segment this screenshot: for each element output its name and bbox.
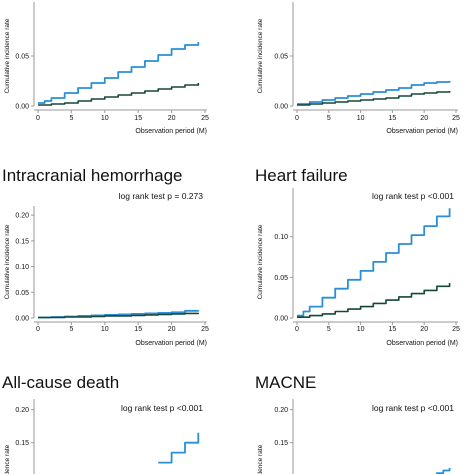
x-tick-label: 25 xyxy=(452,326,460,333)
x-tick-label: 15 xyxy=(134,115,142,122)
x-tick-label: 20 xyxy=(168,115,176,122)
y-tick-label: 0.00 xyxy=(274,316,288,323)
y-tick-label: 0.10 xyxy=(274,234,288,241)
chart-panel-bottom-right: MACNE log rank test p <0.001 0.15 0.20 incid… xyxy=(255,373,454,474)
logrank-annotation: log rank test p <0.001 xyxy=(372,191,454,201)
series-line-b xyxy=(297,91,451,106)
series-line-b xyxy=(38,312,200,319)
logrank-annotation: log rank test p <0.001 xyxy=(372,403,454,413)
logrank-annotation: log rank test p <0.001 xyxy=(121,403,203,413)
x-tick-label: 20 xyxy=(420,326,428,333)
y-axis-label: incidence rate xyxy=(257,444,264,474)
series-line-a xyxy=(436,467,451,474)
y-tick-label: 0.15 xyxy=(274,440,288,447)
y-tick-label: 0.05 xyxy=(274,54,288,61)
series-line-a xyxy=(38,42,200,104)
y-tick-label: 0.10 xyxy=(15,264,29,271)
x-tick-label: 15 xyxy=(134,326,142,333)
x-axis-label: Observation period (M) xyxy=(135,340,207,347)
chart-panel-top-left: 0.00 0.05 0 5 10 15 20 25 Observation period (M)… xyxy=(4,2,209,135)
x-tick-label: 0 xyxy=(295,115,299,122)
series-line-b xyxy=(38,83,200,106)
x-tick-label: 0 xyxy=(36,115,40,122)
x-tick-label: 15 xyxy=(389,115,397,122)
x-tick-label: 10 xyxy=(101,326,109,333)
y-tick-label: 0.00 xyxy=(274,104,288,111)
y-tick-label: 0.20 xyxy=(15,407,29,414)
x-tick-label: 25 xyxy=(201,115,209,122)
x-tick-label: 25 xyxy=(452,115,460,122)
chart-panel-middle-right: Heart failure log rank test p <0.001 0.00 0… xyxy=(255,166,460,347)
x-tick-label: 25 xyxy=(201,326,209,333)
x-tick-label: 5 xyxy=(69,115,73,122)
y-tick-label: 0.05 xyxy=(15,290,29,297)
panel-title: All-cause death xyxy=(2,373,119,392)
logrank-annotation: log rank test p = 0.273 xyxy=(119,191,204,201)
series-line-a xyxy=(158,432,200,464)
panel-title: MACNE xyxy=(255,373,316,392)
x-axis-label: Observation period (M) xyxy=(135,128,207,135)
x-tick-label: 20 xyxy=(420,115,428,122)
panel-title: Intracranial hemorrhage xyxy=(2,166,182,185)
series-line-a xyxy=(297,81,451,105)
y-tick-label: 0.15 xyxy=(15,440,29,447)
y-axis-label: Cumulative incidence rate xyxy=(257,224,264,299)
panel-title: Heart failure xyxy=(255,166,348,185)
chart-panel-middle-left: Intracranial hemorrhage log rank test p =… xyxy=(2,166,209,347)
x-axis-label: Observation period (M) xyxy=(386,128,458,135)
chart-panel-top-right: 0.00 0.05 0 5 10 15 20 25 Observation period (M)… xyxy=(257,2,460,135)
y-tick-label: 0.00 xyxy=(15,104,29,111)
y-axis-label: incidence rate xyxy=(4,444,11,474)
x-tick-label: 5 xyxy=(327,326,331,333)
x-tick-label: 15 xyxy=(389,326,397,333)
y-tick-label: 0.05 xyxy=(274,275,288,282)
x-tick-label: 10 xyxy=(357,115,365,122)
y-tick-label: 0.15 xyxy=(15,238,29,245)
y-tick-label: 0.05 xyxy=(15,54,29,61)
x-axis-label: Observation period (M) xyxy=(386,340,458,347)
y-axis-label: Cumulative incidence rate xyxy=(4,18,11,93)
y-tick-label: 0.20 xyxy=(274,407,288,414)
series-line-a xyxy=(297,208,451,317)
y-axis-label: Cumulative incidence rate xyxy=(257,18,264,93)
x-tick-label: 5 xyxy=(69,326,73,333)
x-tick-label: 20 xyxy=(168,326,176,333)
y-tick-label: 0.20 xyxy=(15,213,29,220)
y-axis-label: Cumulative incidence rate xyxy=(4,224,11,299)
chart-panel-bottom-left: All-cause death log rank test p <0.001 0.1… xyxy=(2,373,203,474)
x-tick-label: 10 xyxy=(357,326,365,333)
x-tick-label: 0 xyxy=(36,326,40,333)
x-tick-label: 10 xyxy=(101,115,109,122)
x-tick-label: 5 xyxy=(327,115,331,122)
x-tick-label: 0 xyxy=(295,326,299,333)
y-tick-label: 0.00 xyxy=(15,316,29,323)
series-line-b xyxy=(297,283,451,318)
